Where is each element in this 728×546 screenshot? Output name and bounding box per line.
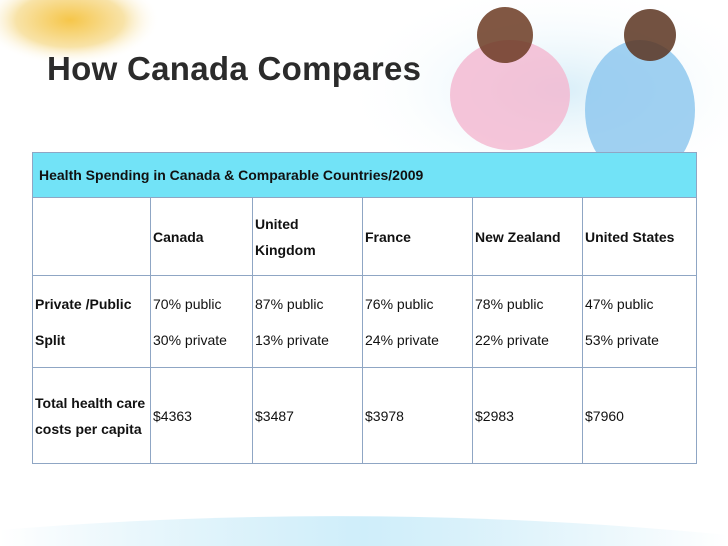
table-cell: $4363 <box>150 367 253 464</box>
cell-line: 78% public <box>475 295 544 312</box>
table-row: Total health care costs per capita $4363 $… <box>32 367 698 464</box>
column-header: Canada <box>150 197 253 276</box>
table-caption: Health Spending in Canada & Comparable C… <box>31 152 698 198</box>
patient-figure <box>450 40 570 150</box>
table-row: Private /Public Split 70% public 30% priva… <box>32 275 698 368</box>
cell-line: 76% public <box>365 295 434 312</box>
cell-line: 13% private <box>255 331 329 348</box>
table-cell: 70% public 30% private <box>150 275 253 368</box>
table-cell: $3487 <box>252 367 363 464</box>
cell-line: 30% private <box>153 331 227 348</box>
table-cell: $7960 <box>581 367 698 464</box>
table-cell: $2983 <box>472 367 583 464</box>
cell-line: 70% public <box>153 295 222 312</box>
doctor-figure <box>585 40 695 180</box>
row-label: Total health care costs per capita <box>32 367 151 464</box>
cell-line: 24% private <box>365 331 439 348</box>
column-header: United States <box>581 197 698 276</box>
table-cell: 76% public 24% private <box>362 275 473 368</box>
table-cell: 87% public 13% private <box>252 275 363 368</box>
spending-table: Health Spending in Canada & Comparable C… <box>31 152 698 464</box>
cell-line: 53% private <box>585 331 659 348</box>
header-row: Canada United Kingdom France New Zealand Uni… <box>32 197 698 276</box>
caption-row: Health Spending in Canada & Comparable C… <box>31 152 698 198</box>
table-cell: $3978 <box>362 367 473 464</box>
cell-line: 47% public <box>585 295 654 312</box>
bottom-swoosh <box>0 516 728 546</box>
cell-line: 87% public <box>255 295 324 312</box>
corner-cell <box>32 197 151 276</box>
table-cell: 78% public 22% private <box>472 275 583 368</box>
column-header: France <box>362 197 473 276</box>
slide-title: How Canada Compares <box>47 50 422 87</box>
row-label: Private /Public Split <box>32 275 151 368</box>
column-header: United Kingdom <box>252 197 363 276</box>
column-header: New Zealand <box>472 197 583 276</box>
flower-decoration <box>0 0 160 65</box>
table-cell: 47% public 53% private <box>581 275 698 368</box>
patient-head <box>477 7 533 63</box>
doctor-head <box>624 9 676 61</box>
cell-line: 22% private <box>475 331 549 348</box>
